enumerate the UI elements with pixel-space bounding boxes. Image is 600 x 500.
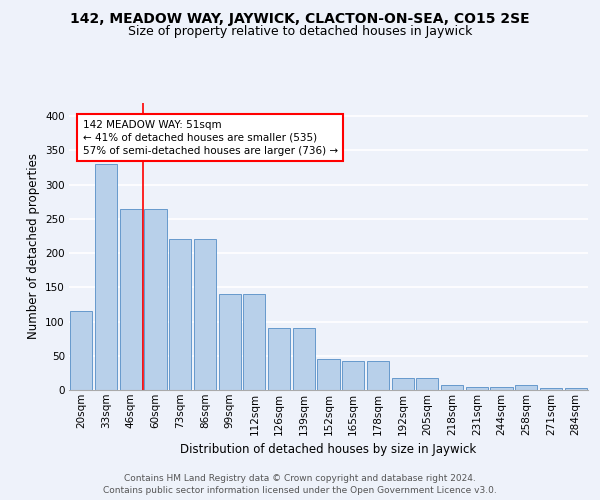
Bar xyxy=(466,386,488,390)
Bar xyxy=(243,294,265,390)
Bar xyxy=(95,164,117,390)
X-axis label: Distribution of detached houses by size in Jaywick: Distribution of detached houses by size … xyxy=(181,443,476,456)
Text: Size of property relative to detached houses in Jaywick: Size of property relative to detached ho… xyxy=(128,25,472,38)
Text: 142 MEADOW WAY: 51sqm
← 41% of detached houses are smaller (535)
57% of semi-det: 142 MEADOW WAY: 51sqm ← 41% of detached … xyxy=(83,120,338,156)
Bar xyxy=(441,384,463,390)
Text: Contains HM Land Registry data © Crown copyright and database right 2024.
Contai: Contains HM Land Registry data © Crown c… xyxy=(103,474,497,495)
Bar xyxy=(565,388,587,390)
Bar xyxy=(194,240,216,390)
Bar xyxy=(342,361,364,390)
Bar xyxy=(169,240,191,390)
Text: 142, MEADOW WAY, JAYWICK, CLACTON-ON-SEA, CO15 2SE: 142, MEADOW WAY, JAYWICK, CLACTON-ON-SEA… xyxy=(70,12,530,26)
Bar xyxy=(70,312,92,390)
Bar xyxy=(317,359,340,390)
Bar xyxy=(145,208,167,390)
Bar xyxy=(293,328,315,390)
Bar xyxy=(119,208,142,390)
Bar xyxy=(416,378,439,390)
Bar xyxy=(218,294,241,390)
Bar xyxy=(515,384,538,390)
Bar xyxy=(367,361,389,390)
Bar xyxy=(392,378,414,390)
Bar xyxy=(540,388,562,390)
Y-axis label: Number of detached properties: Number of detached properties xyxy=(26,153,40,340)
Bar xyxy=(268,328,290,390)
Bar xyxy=(490,386,512,390)
